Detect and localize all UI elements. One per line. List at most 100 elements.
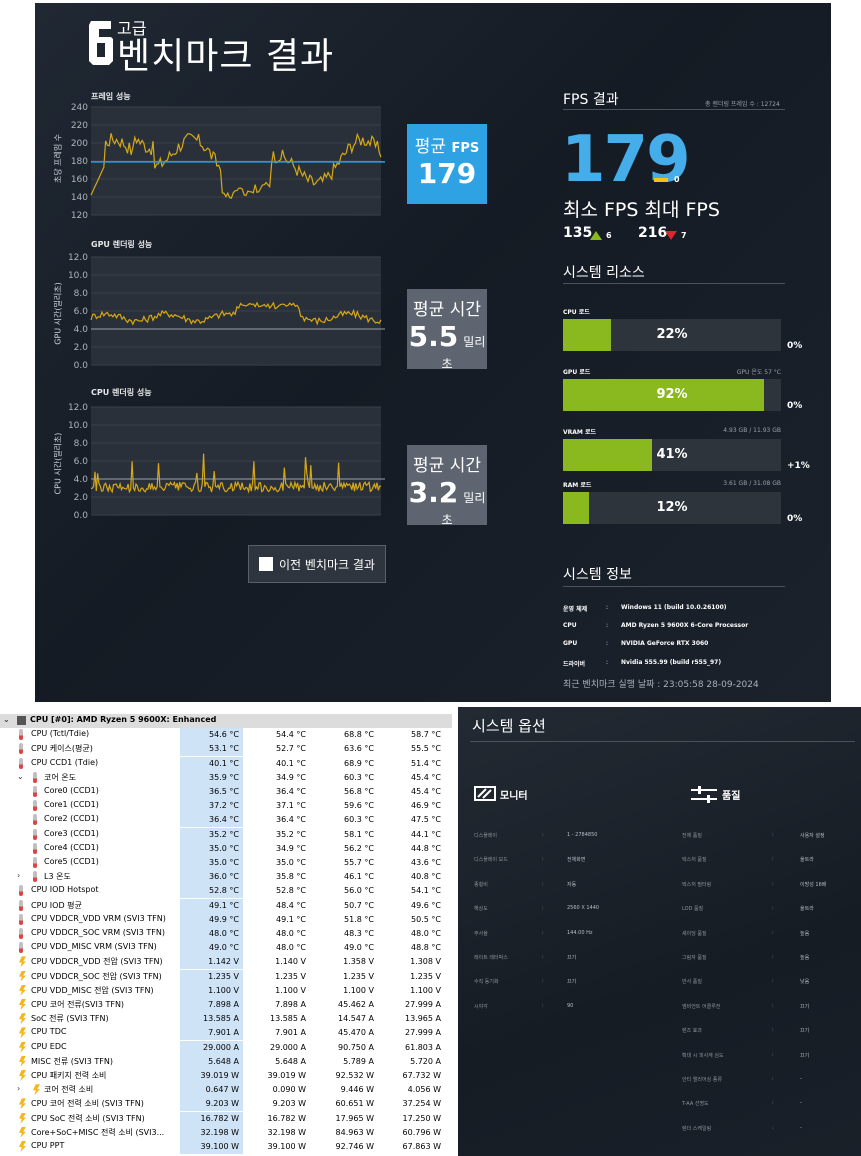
checkbox-icon[interactable] (259, 557, 273, 571)
monitor-option-value[interactable]: 끄기 (567, 979, 577, 986)
sensor-row[interactable]: CPU TDC 7.901 A 7.901 A 45.470 A 27.999 A (0, 1026, 452, 1041)
quality-option-value[interactable]: 높음 (800, 930, 810, 937)
quality-option-value[interactable]: 끄기 (800, 1028, 810, 1035)
sensor-name: CPU TDC (31, 1027, 67, 1037)
monitor-option-value[interactable]: 1 - 2784850 (567, 832, 598, 838)
cpu-chart-ylabel: CPU 시간(밀리초) (53, 432, 63, 495)
sensor-row[interactable]: Core0 (CCD1) 36.5 °C 36.4 °C 56.8 °C 45.4 °C (0, 785, 452, 799)
sensor-current: 37.2 °C (209, 801, 239, 811)
quality-option-value[interactable]: 울트라 (800, 906, 814, 913)
sensor-max: 1.100 V (343, 985, 374, 995)
info-value: NVIDIA GeForce RTX 3060 (621, 640, 709, 647)
sensor-row[interactable]: CPU VDDCR_VDD VRM (SVI3 TFN) 49.9 °C 49.1 … (0, 912, 452, 927)
sensor-row[interactable]: ⌄ 코어 온도 35.9 °C 34.9 °C 60.3 °C 45.4 °C (0, 770, 452, 785)
sensor-row[interactable]: CPU VDD_MISC 전압 (SVI3 TFN) 1.100 V 1.100 V… (0, 983, 452, 998)
monitor-option-value[interactable]: 끄기 (567, 955, 577, 961)
sensor-row[interactable]: MISC 전류 (SVI3 TFN) 5.648 A 5.648 A 5.789 A 5… (0, 1054, 452, 1069)
sensor-name: CPU 케이스(평균) (31, 744, 93, 754)
sensor-max: 46.1 °C (344, 872, 374, 882)
sensor-max: 55.7 °C (344, 858, 374, 867)
lightning-icon (19, 1112, 26, 1124)
quality-option-value[interactable]: 이방성 16배 (800, 881, 827, 888)
expand-toggle-icon[interactable]: ⌄ (17, 771, 24, 781)
quality-option-value[interactable]: 울트라 (800, 857, 814, 864)
resource-bar-fill (563, 379, 764, 411)
sensor-row[interactable]: CPU CCD1 (Tdie) 40.1 °C 40.1 °C 68.9 °C 51.4… (0, 756, 452, 771)
quality-option-value[interactable]: 낮음 (800, 979, 810, 986)
sensor-row[interactable]: CPU PPT 39.100 W 39.100 W 92.746 W 67.863 W (0, 1140, 452, 1154)
sensor-row[interactable]: CPU (Tctl/Tdie) 54.6 °C 54.4 °C 68.8 °C 58.7… (0, 728, 452, 743)
fps-average-value: 179 (417, 157, 477, 190)
gpu-chart: 12.0 10.0 8.0 6.0 4.0 2.0 0.0 (68, 253, 385, 371)
sensor-name: L3 온도 (44, 872, 71, 882)
sensor-max: 60.3 °C (344, 772, 374, 782)
y-tick-label: 12.0 (68, 403, 88, 413)
quality-option-value[interactable]: - (800, 1124, 802, 1131)
expand-toggle-icon[interactable]: › (17, 1084, 21, 1094)
monitor-section-title: 모니터 (500, 791, 528, 802)
page-title: 벤치마크 결과 (117, 36, 335, 77)
monitor-option-value[interactable]: 90 (567, 1002, 574, 1009)
fps-average-label: 평균 (414, 137, 447, 157)
divider (470, 741, 855, 742)
quality-option-value[interactable]: 높음 (800, 955, 810, 961)
resource-bar: 12% (563, 492, 781, 524)
cpu-average-label: 평균 시간 (413, 456, 481, 476)
sensor-row[interactable]: CPU 코어 전력 소비 (SVI3 TFN) 9.203 W 9.203 W 60.… (0, 1097, 452, 1112)
sensor-name: CPU 패키지 전력 소비 (31, 1071, 107, 1080)
y-tick-label: 10.0 (68, 271, 88, 281)
previous-results-toggle[interactable]: 이전 벤치마크 결과 (248, 545, 386, 583)
sensor-row[interactable]: CPU 코어 전류(SVI3 TFN) 7.898 A 7.898 A 45.462 … (0, 998, 452, 1012)
quality-option-value[interactable]: 사용자 설정 (800, 833, 825, 839)
quality-option-key: 그림자 품질 (682, 955, 707, 961)
sensor-row[interactable]: CPU IOD Hotspot 52.8 °C 52.8 °C 56.0 °C 54.1… (0, 884, 452, 899)
sensor-current: 16.782 W (200, 1113, 239, 1123)
sensor-row[interactable]: › 코어 전력 소비 0.647 W 0.090 W 9.446 W 4.056 W (0, 1083, 452, 1098)
sensor-row[interactable]: CPU SoC 전력 소비 (SVI3 TFN) 16.782 W 16.782 W… (0, 1111, 452, 1126)
sensor-row[interactable]: CPU VDD_MISC VRM (SVI3 TFN) 49.0 °C 48.0 °… (0, 941, 452, 956)
monitor-option-value[interactable]: 2560 X 1440 (567, 905, 600, 912)
quality-option-value[interactable]: - (800, 1076, 802, 1082)
sensor-row[interactable]: › L3 온도 36.0 °C 35.8 °C 46.1 °C 40.8 °C (0, 870, 452, 885)
monitor-option-value[interactable]: 자동 (567, 881, 577, 888)
sensor-row[interactable]: CPU VDDCR_SOC 전압 (SVI3 TFN) 1.235 V 1.235 … (0, 969, 452, 984)
monitor-option-value[interactable]: 전체화면 (567, 857, 586, 864)
sensor-row[interactable]: Core+SoC+MISC 전력 소비 (SVI3... 32.198 W 32.1… (0, 1125, 452, 1140)
sensor-group-header[interactable]: ⌄ CPU [#0]: AMD Ryzen 5 9600X: Enhanced (0, 714, 452, 729)
y-tick-label: 220 (71, 121, 88, 131)
sensor-max: 50.7 °C (344, 900, 374, 910)
sensor-current: 39.019 W (200, 1071, 239, 1080)
lightning-icon (19, 1055, 26, 1067)
sensor-row[interactable]: Core2 (CCD1) 36.4 °C 36.4 °C 60.3 °C 47.5 °C (0, 813, 452, 828)
monitor-option-key: 해상도 (474, 906, 488, 913)
last-run-date: 최근 벤치마크 실행 날짜 : 23:05:58 28-09-2024 (563, 680, 759, 690)
sensor-current-cell: 35.2 °C (180, 827, 243, 842)
sensor-row[interactable]: Core4 (CCD1) 35.0 °C 34.9 °C 56.2 °C 44.8 °C (0, 841, 452, 856)
sensor-row[interactable]: CPU 패키지 전력 소비 39.019 W 39.019 W 92.532 W 67.… (0, 1069, 452, 1083)
quality-option-value[interactable]: - (800, 1100, 802, 1107)
sensor-avg: 58.7 °C (411, 730, 441, 740)
quality-option-key: 전체 품질 (682, 833, 702, 839)
y-tick-label: 8.0 (74, 289, 89, 299)
sensor-min: 7.898 A (275, 1000, 306, 1009)
sensor-current-cell: 48.0 °C (180, 927, 243, 941)
monitor-option-value[interactable]: 144.00 Hz (567, 929, 593, 936)
sensor-avg: 47.5 °C (411, 815, 441, 825)
quality-option-value[interactable]: 끄기 (800, 1052, 810, 1059)
sensor-row[interactable]: CPU 케이스(평균) 53.1 °C 52.7 °C 63.6 °C 55.5 °C (0, 742, 452, 757)
sensor-row[interactable]: CPU VDDCR_SOC VRM (SVI3 TFN) 48.0 °C 48.0 … (0, 927, 452, 941)
previous-results-label: 이전 벤치마크 결과 (279, 558, 375, 572)
sensor-row[interactable]: CPU VDDCR_VDD 전압 (SVI3 TFN) 1.142 V 1.140 … (0, 955, 452, 970)
sensor-row[interactable]: Core1 (CCD1) 37.2 °C 37.1 °C 59.6 °C 46.9 °C (0, 799, 452, 814)
sensor-row[interactable]: Core3 (CCD1) 35.2 °C 35.2 °C 58.1 °C 44.1 °C (0, 827, 452, 842)
sensor-row[interactable]: SoC 전류 (SVI3 TFN) 13.585 A 13.585 A 14.547 … (0, 1012, 452, 1027)
expand-toggle-icon[interactable]: ⌄ (3, 715, 10, 724)
sensor-min: 39.100 W (267, 1142, 306, 1151)
sensor-row[interactable]: CPU IOD 평균 49.1 °C 48.4 °C 50.7 °C 49.6 °C (0, 898, 452, 913)
sensor-row[interactable]: CPU EDC 29.000 A 29.000 A 90.750 A 61.803 A (0, 1040, 452, 1055)
sensor-max: 14.547 A (337, 1014, 374, 1024)
sensor-row[interactable]: Core5 (CCD1) 35.0 °C 35.0 °C 55.7 °C 43.6 °C (0, 856, 452, 870)
expand-toggle-icon[interactable]: › (17, 871, 21, 881)
resource-delta: 0% (787, 401, 803, 411)
quality-option-value[interactable]: 끄기 (800, 1003, 810, 1010)
